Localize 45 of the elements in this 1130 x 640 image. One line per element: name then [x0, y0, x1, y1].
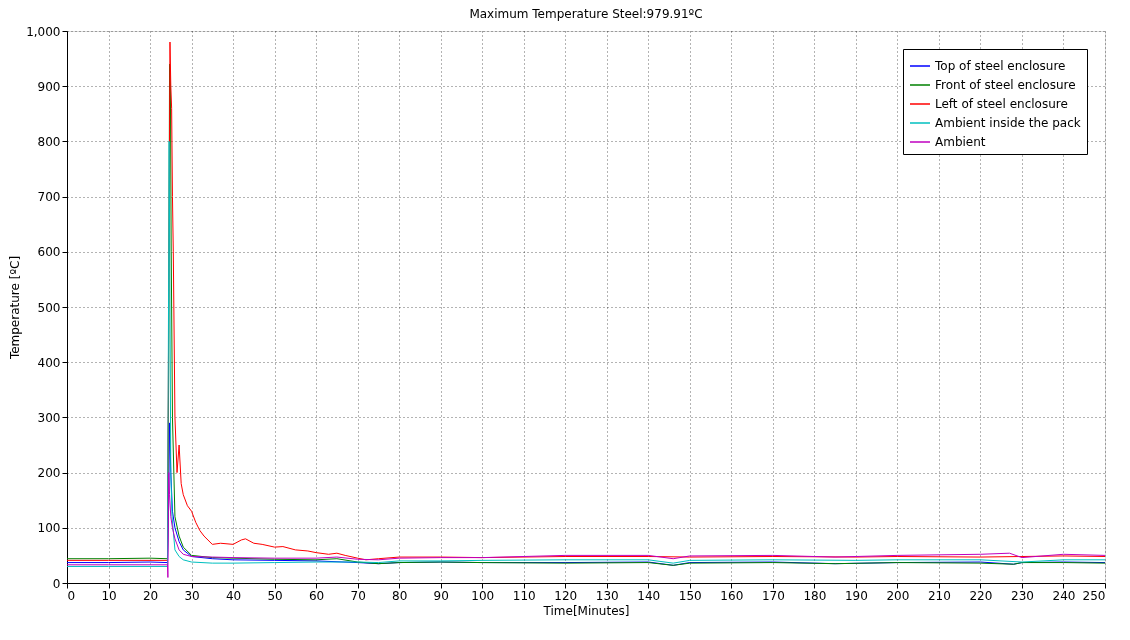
- legend-label: Front of steel enclosure: [935, 78, 1076, 92]
- y-tick-label: 0: [52, 576, 61, 591]
- y-tick-label: 900: [37, 79, 61, 94]
- legend-label: Top of steel enclosure: [934, 59, 1066, 73]
- y-axis-title: Temperature [ºC]: [8, 255, 23, 361]
- x-tick-label: 110: [512, 588, 536, 603]
- x-tick-label: 90: [433, 588, 449, 603]
- x-axis-title: Time[Minutes]: [542, 603, 630, 618]
- x-tick-label: 120: [554, 588, 578, 603]
- legend-label: Left of steel enclosure: [935, 97, 1068, 111]
- x-tick-label: 220: [969, 588, 993, 603]
- x-tick-label: 170: [761, 588, 785, 603]
- x-tick-label: 150: [678, 588, 702, 603]
- chart-title: Maximum Temperature Steel:979.91ºC: [469, 7, 703, 21]
- x-tick-label: 40: [225, 588, 242, 603]
- x-tick-label: 100: [471, 588, 495, 603]
- y-tick-label: 1,000: [26, 24, 61, 39]
- x-tick-label: 30: [184, 588, 200, 603]
- y-tick-label: 400: [37, 355, 61, 370]
- x-tick-label: 210: [927, 588, 951, 603]
- x-tick-label: 50: [267, 588, 283, 603]
- x-tick-label: 200: [886, 588, 910, 603]
- x-tick-label: 250: [1082, 588, 1106, 603]
- x-tick-label: 230: [1011, 588, 1034, 603]
- y-tick-label: 200: [37, 466, 61, 481]
- x-tick-label: 240: [1052, 588, 1076, 603]
- y-tick-label: 700: [37, 190, 61, 205]
- x-tick-label: 130: [595, 588, 619, 603]
- legend-label: Ambient inside the pack: [935, 116, 1081, 130]
- x-tick-label: 20: [142, 588, 159, 603]
- x-tick-label: 190: [844, 588, 868, 603]
- y-tick-label: 800: [37, 134, 61, 149]
- x-tick-label: 80: [392, 588, 408, 603]
- x-tick-label: 10: [101, 588, 117, 603]
- y-tick-label: 500: [37, 300, 61, 315]
- y-tick-label: 300: [37, 410, 61, 425]
- y-tick-label: 600: [37, 245, 61, 260]
- legend-label: Ambient: [935, 135, 986, 149]
- x-tick-label: 180: [803, 588, 827, 603]
- y-tick-label: 100: [37, 521, 61, 536]
- x-tick-label: 70: [350, 588, 366, 603]
- x-tick-label: 0: [67, 588, 76, 603]
- x-tick-label: 160: [720, 588, 744, 603]
- x-tick-label: 140: [637, 588, 661, 603]
- x-tick-label: 60: [308, 588, 325, 603]
